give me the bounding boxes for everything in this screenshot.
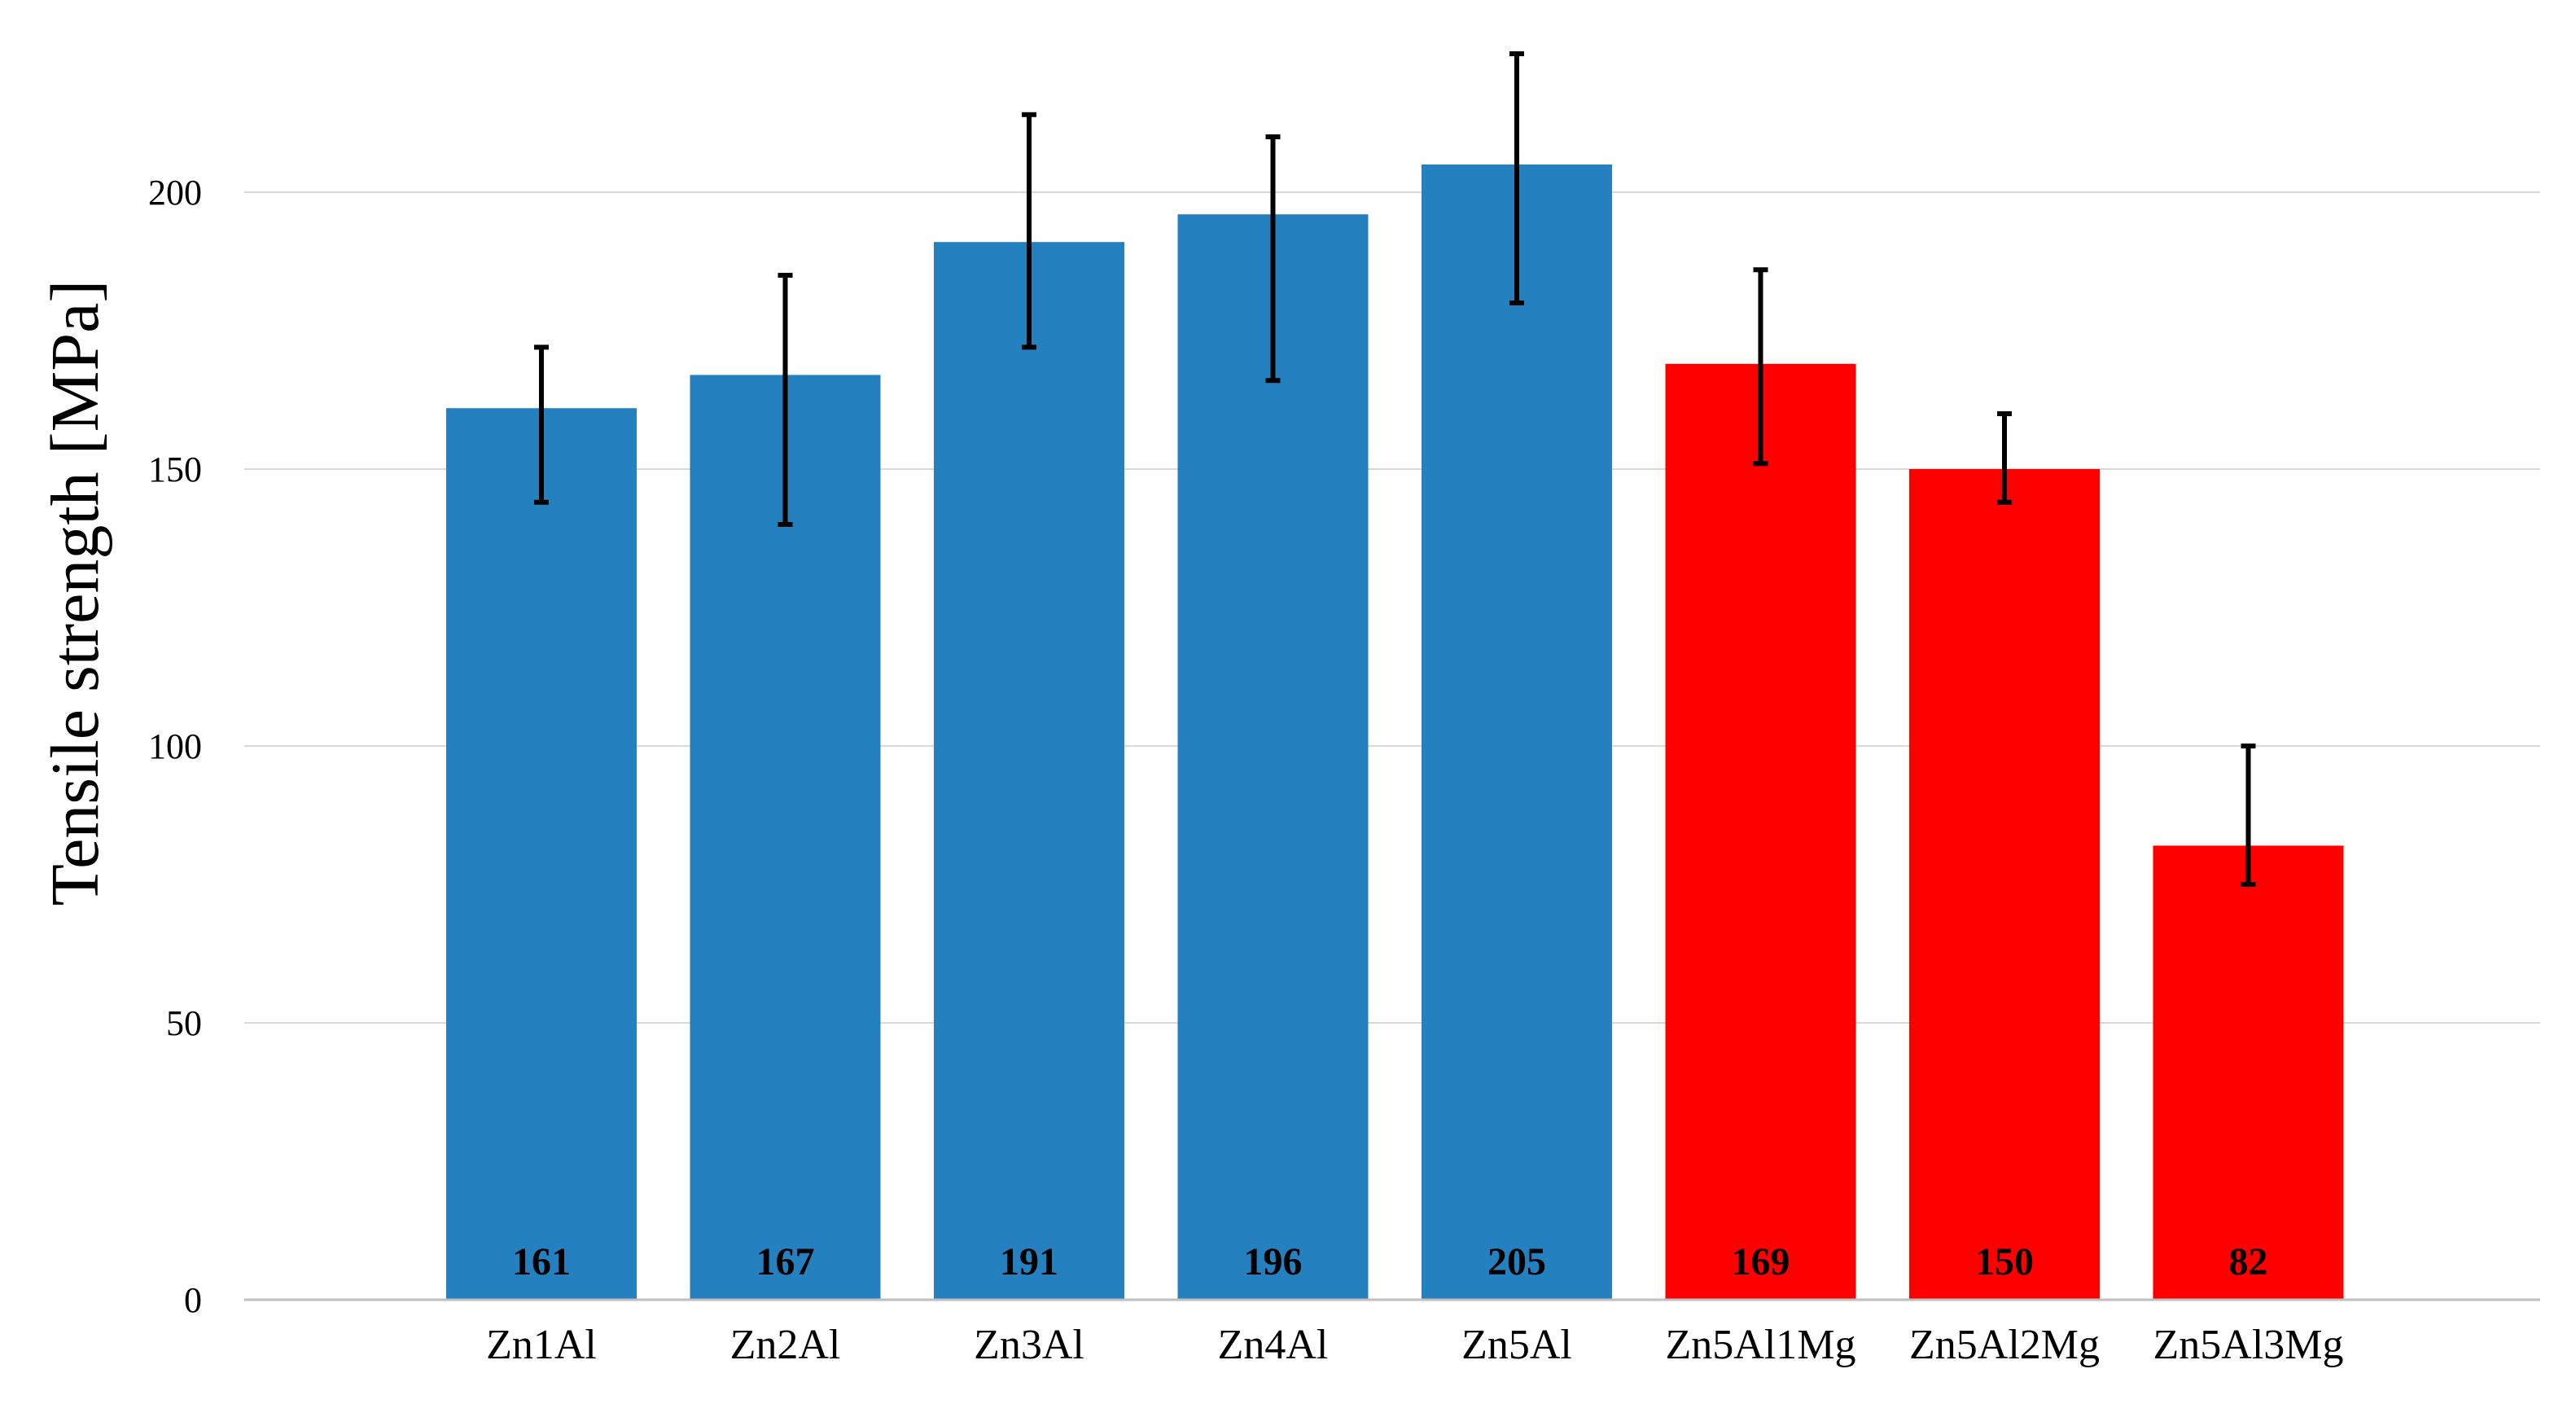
y-axis-ticks: 0 50 100 150 200 xyxy=(148,173,202,1320)
bar-zn5al1mg xyxy=(1665,363,1856,1300)
error-bars xyxy=(534,51,2256,887)
category-label-zn4al: Zn4Al xyxy=(1218,1322,1329,1368)
data-label-zn5al2mg: 150 xyxy=(1975,1240,2034,1283)
y-tick-label: 200 xyxy=(148,173,202,213)
y-tick-label: 50 xyxy=(166,1003,202,1043)
error-bar-zn5al3mg xyxy=(2241,744,2256,887)
category-label-zn5al: Zn5Al xyxy=(1461,1322,1572,1368)
y-tick-label: 150 xyxy=(148,450,202,489)
category-labels: Zn1Al Zn2Al Zn3Al Zn4Al Zn5Al Zn5Al1Mg Zn5Al2M… xyxy=(486,1322,2343,1368)
category-label-zn2al: Zn2Al xyxy=(730,1322,841,1368)
y-tick-label: 0 xyxy=(184,1280,202,1320)
error-bar-zn5al1mg xyxy=(1753,267,1768,467)
category-label-zn1al: Zn1Al xyxy=(486,1322,597,1368)
bar-zn5al2mg xyxy=(1909,469,2100,1300)
data-label-zn5al3mg: 82 xyxy=(2229,1240,2268,1283)
error-bar-zn5al xyxy=(1509,51,1524,305)
category-label-zn5al3mg: Zn5Al3Mg xyxy=(2153,1322,2344,1368)
data-label-zn4al: 196 xyxy=(1244,1240,1303,1283)
bar-zn2al xyxy=(690,375,881,1300)
data-label-zn3al: 191 xyxy=(1000,1240,1058,1283)
data-label-zn2al: 167 xyxy=(756,1240,815,1283)
error-bar-zn4al xyxy=(1265,134,1281,384)
error-bar-zn2al xyxy=(778,273,793,527)
bar-zn1al xyxy=(446,408,637,1301)
error-bar-zn3al xyxy=(1022,112,1036,350)
data-labels: 161 167 191 196 205 169 150 82 xyxy=(512,1240,2268,1283)
bars xyxy=(446,165,2344,1301)
y-axis-title: Tensile strength [MPa] xyxy=(37,280,113,906)
category-label-zn5al2mg: Zn5Al2Mg xyxy=(1909,1322,2100,1368)
data-label-zn1al: 161 xyxy=(512,1240,571,1283)
bar-zn4al xyxy=(1177,214,1369,1301)
y-tick-label: 100 xyxy=(148,726,202,766)
error-bar-zn5al2mg xyxy=(1997,411,2012,505)
bar-zn5al3mg xyxy=(2153,845,2344,1300)
error-bar-zn1al xyxy=(534,344,549,505)
data-label-zn5al1mg: 169 xyxy=(1732,1240,1790,1283)
bar-zn3al xyxy=(934,242,1124,1301)
data-label-zn5al: 205 xyxy=(1487,1240,1546,1283)
category-label-zn3al: Zn3Al xyxy=(974,1322,1084,1368)
category-label-zn5al1mg: Zn5Al1Mg xyxy=(1666,1322,1856,1368)
bar-zn5al xyxy=(1422,165,1612,1300)
